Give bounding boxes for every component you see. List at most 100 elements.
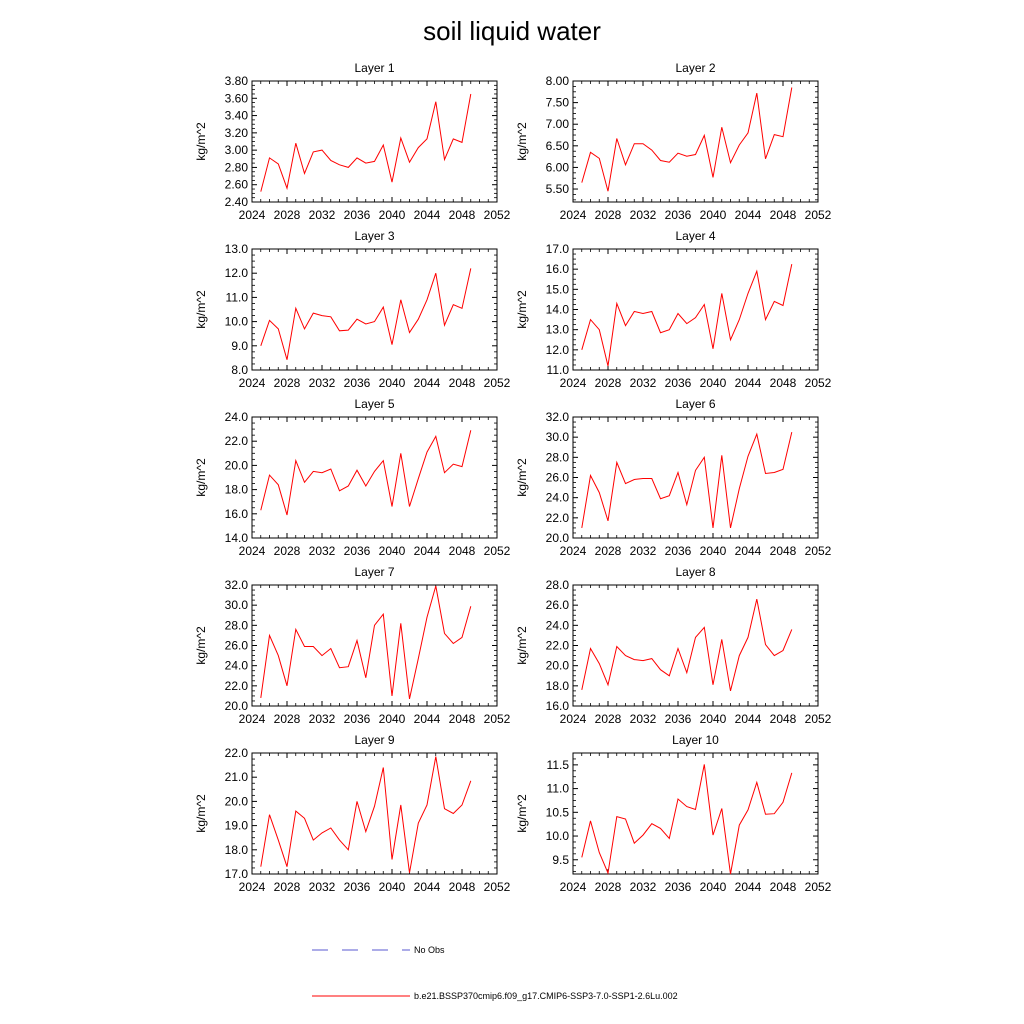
y-tick-label: 10.5 [546,805,570,819]
x-tick-label: 2048 [770,376,797,390]
y-tick-label: 22.0 [225,746,249,760]
y-tick-label: 14.0 [225,531,249,545]
x-tick-label: 2044 [414,880,441,894]
x-tick-label: 2024 [560,376,587,390]
y-tick-label: 3.60 [225,91,249,105]
panel-title: Layer 9 [354,733,394,747]
series-line [260,756,472,873]
y-tick-label: 8.0 [231,363,248,377]
panel-layer-3: Layer 3 2024 2028 2032 2036 2040 2044 2048 2052 8… [194,229,511,390]
plot-frame [251,416,498,539]
y-tick-label: 12.0 [225,266,249,280]
y-tick-label: 7.50 [546,96,570,110]
x-tick-label: 2024 [239,544,266,558]
y-axis-label: kg/m^2 [515,122,529,161]
x-tick-label: 2028 [595,880,622,894]
y-tick-label: 11.0 [226,290,249,304]
y-tick-label: 24.0 [546,491,570,505]
x-tick-label: 2040 [700,376,727,390]
x-tick-label: 2028 [274,712,301,726]
y-tick-label: 20.0 [546,531,570,545]
y-tick-label: 22.0 [546,639,570,653]
x-tick-label: 2044 [414,544,441,558]
y-axis-label: kg/m^2 [194,626,208,665]
x-tick-label: 2052 [805,544,832,558]
y-tick-label: 3.80 [225,74,249,88]
series-line [581,87,793,192]
y-tick-label: 24.0 [225,659,249,673]
x-tick-label: 2024 [239,208,266,222]
y-tick-label: 18.0 [225,843,249,857]
y-tick-label: 9.0 [231,339,248,353]
series-line [581,431,793,529]
x-tick-label: 2028 [595,376,622,390]
y-tick-label: 7.00 [546,117,570,131]
y-tick-label: 5.50 [546,182,570,196]
x-tick-label: 2028 [274,544,301,558]
y-tick-label: 20.0 [225,794,249,808]
y-tick-label: 6.50 [546,139,570,153]
x-tick-label: 2036 [665,208,692,222]
x-tick-label: 2040 [700,208,727,222]
x-tick-label: 2024 [239,376,266,390]
panel-layer-4: Layer 4 2024 2028 2032 2036 2040 2044 2048 2052 1… [515,229,832,390]
panel-layer-7: Layer 7 2024 2028 2032 2036 2040 2044 2048 2052 2… [194,565,511,726]
x-tick-label: 2044 [414,712,441,726]
x-tick-label: 2028 [274,208,301,222]
x-tick-label: 2052 [484,544,511,558]
y-tick-label: 32.0 [225,578,249,592]
series-line [260,430,472,516]
x-tick-label: 2040 [700,544,727,558]
x-tick-label: 2044 [414,376,441,390]
x-tick-label: 2052 [484,208,511,222]
panel-layer-6: Layer 6 2024 2028 2032 2036 2040 2044 2048 2052 2… [515,397,832,558]
x-tick-label: 2032 [309,712,336,726]
x-tick-label: 2044 [414,208,441,222]
y-tick-label: 20.0 [225,458,249,472]
x-tick-label: 2032 [630,208,657,222]
x-tick-label: 2044 [735,376,762,390]
x-tick-label: 2044 [735,208,762,222]
x-tick-label: 2024 [239,880,266,894]
x-tick-label: 2052 [484,712,511,726]
x-tick-label: 2028 [595,712,622,726]
panel-layer-8: Layer 8 2024 2028 2032 2036 2040 2044 2048 2052 1… [515,565,832,726]
x-tick-label: 2028 [595,208,622,222]
y-axis-label: kg/m^2 [515,458,529,497]
y-tick-label: 12.0 [546,343,570,357]
x-tick-label: 2040 [379,880,406,894]
y-tick-label: 18.0 [225,483,249,497]
x-tick-label: 2036 [344,544,371,558]
x-tick-label: 2032 [309,376,336,390]
y-tick-label: 3.40 [225,109,249,123]
x-tick-label: 2032 [309,544,336,558]
x-tick-label: 2048 [770,208,797,222]
panel-title: Layer 4 [675,229,715,243]
y-tick-label: 10.0 [225,315,249,329]
x-tick-label: 2028 [274,880,301,894]
y-axis-label: kg/m^2 [194,458,208,497]
y-tick-label: 16.0 [546,699,570,713]
panel-title: Layer 2 [675,61,715,75]
x-tick-label: 2048 [449,712,476,726]
y-tick-label: 22.0 [546,511,570,525]
y-tick-label: 11.0 [547,782,570,796]
plot-frame [572,80,819,203]
x-tick-label: 2048 [770,880,797,894]
panel-title: Layer 8 [675,565,715,579]
x-tick-label: 2032 [630,376,657,390]
y-tick-label: 15.0 [546,282,570,296]
y-tick-label: 11.0 [547,363,570,377]
y-tick-label: 28.0 [546,578,570,592]
y-tick-label: 24.0 [546,618,570,632]
plot-frame [572,416,819,539]
x-tick-label: 2036 [665,376,692,390]
panel-title: Layer 1 [354,61,394,75]
y-axis-label: kg/m^2 [515,794,529,833]
x-tick-label: 2024 [560,208,587,222]
y-tick-label: 3.00 [225,143,249,157]
panel-grid: Layer 1 2024 2028 2032 2036 2040 2044 2048 2052 2… [194,61,832,894]
plot-frame [251,584,498,707]
x-tick-label: 2040 [379,208,406,222]
legend-model-label: b.e21.BSSP370cmip6.f09_g17.CMIP6-SSP3-7.… [414,991,678,1001]
